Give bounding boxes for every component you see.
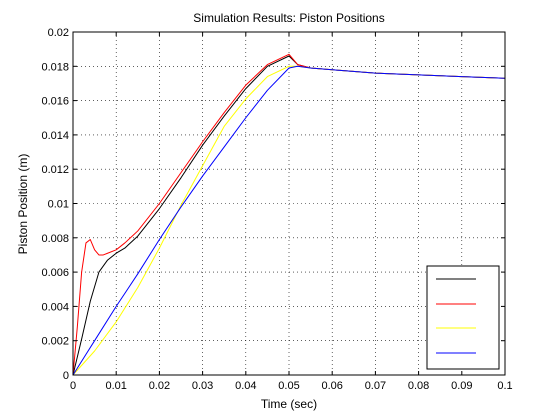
x-tick-label: 0.05	[278, 380, 299, 392]
x-tick-label: 0.1	[497, 380, 512, 392]
y-tick-label: 0.006	[41, 267, 69, 279]
y-tick-label: 0.008	[41, 233, 69, 245]
y-tick-label: 0.018	[41, 61, 69, 73]
y-tick-label: 0.02	[48, 27, 69, 39]
y-tick-label: 0.016	[41, 96, 69, 108]
y-tick-label: 0.012	[41, 164, 69, 176]
x-tick-label: 0.09	[451, 380, 472, 392]
series-line-4	[72, 65, 506, 376]
legend-box	[426, 265, 500, 370]
x-axis-label: Time (sec)	[261, 397, 317, 411]
x-tick-label: 0.03	[192, 380, 213, 392]
x-tick-label: 0.08	[408, 380, 429, 392]
y-tick-label: 0.01	[48, 199, 69, 211]
y-tick-label: 0.002	[41, 336, 69, 348]
x-tick-label: 0.06	[321, 380, 342, 392]
x-tick-label: 0	[70, 380, 76, 392]
y-tick-label: 0	[63, 370, 69, 382]
x-tick-label: 0.07	[365, 380, 386, 392]
y-tick-label: 0.004	[41, 301, 69, 313]
x-tick-label: 0.04	[235, 380, 256, 392]
x-tick-label: 0.01	[105, 380, 126, 392]
chart-title: Simulation Results: Piston Positions	[193, 11, 384, 25]
x-tick-label: 0.02	[149, 380, 170, 392]
y-tick-label: 0.014	[41, 130, 69, 142]
y-axis-label: Piston Position (m)	[16, 154, 30, 255]
legend	[426, 265, 500, 370]
